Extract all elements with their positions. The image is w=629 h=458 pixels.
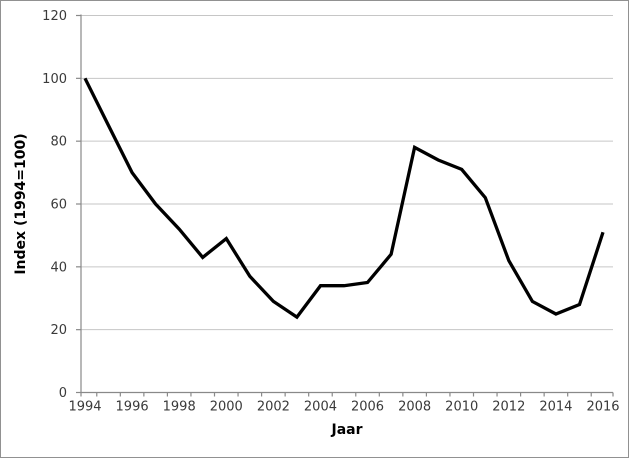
y-tick-label: 60 (50, 198, 67, 213)
y-tick-label: 80 (50, 135, 67, 150)
y-tick-label: 120 (42, 9, 67, 24)
x-tick-label: 2002 (257, 400, 290, 415)
x-tick-label: 2000 (210, 400, 243, 415)
x-tick-label: 2008 (398, 400, 431, 415)
y-axis-title: Index (1994=100) (13, 133, 29, 275)
x-tick-label: 2012 (492, 400, 525, 415)
x-tick-label: 2010 (445, 400, 478, 415)
x-tick-label: 2006 (351, 400, 384, 415)
y-tick-label: 100 (42, 72, 67, 87)
x-tick-label: 2016 (586, 400, 619, 415)
x-tick-label: 2014 (539, 400, 572, 415)
series-line (83, 77, 605, 320)
x-tick-label: 2004 (304, 400, 337, 415)
x-tick-label: 1996 (116, 400, 149, 415)
x-axis-title: Jaar (331, 422, 363, 438)
y-tick-label: 40 (50, 260, 67, 275)
x-tick-label: 1994 (68, 400, 101, 415)
y-tick-label: 0 (59, 386, 67, 401)
x-tick-label: 1998 (163, 400, 196, 415)
y-tick-label: 20 (50, 323, 67, 338)
